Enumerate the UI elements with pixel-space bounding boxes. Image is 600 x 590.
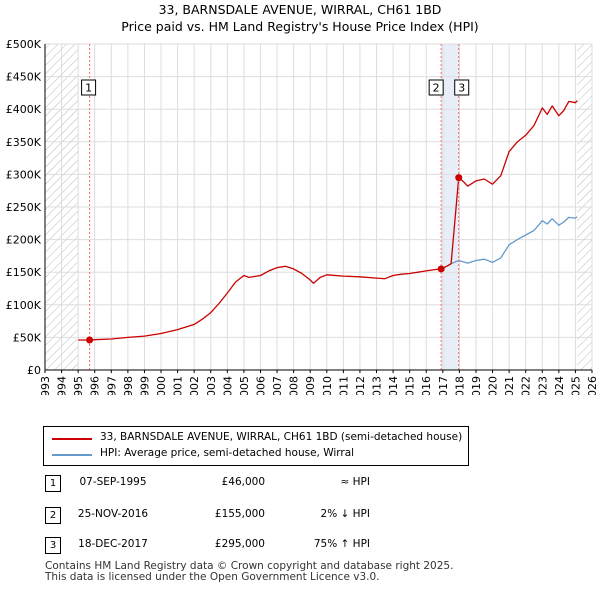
hpi-series-line bbox=[440, 216, 578, 270]
x-tick-label: 2019 bbox=[470, 376, 483, 395]
x-tick-label: 2017 bbox=[437, 376, 450, 395]
y-tick-label: £200K bbox=[6, 234, 42, 247]
legend-label-property: 33, BARNSDALE AVENUE, WIRRAL, CH61 1BD (… bbox=[100, 431, 463, 443]
property-series-line bbox=[78, 100, 578, 341]
sale-price: £295,000 bbox=[214, 538, 265, 550]
x-tick-label: 2022 bbox=[520, 376, 533, 395]
x-tick-label: 1999 bbox=[138, 376, 151, 395]
x-tick-label: 2007 bbox=[271, 376, 284, 395]
x-tick-label: 2001 bbox=[172, 376, 185, 395]
y-tick-label: £50K bbox=[13, 331, 42, 344]
x-tick-label: 2020 bbox=[487, 376, 500, 395]
sale-row: 1 07-SEP-1995 £46,000 ≈ HPI bbox=[45, 475, 600, 492]
sale-number-badge: 1 bbox=[45, 475, 61, 492]
y-tick-label: £400K bbox=[6, 103, 42, 116]
x-tick-label: 2026 bbox=[586, 376, 599, 395]
x-tick-label: 2023 bbox=[536, 376, 549, 395]
x-tick-label: 2021 bbox=[503, 376, 516, 395]
sale-row: 3 18-DEC-2017 £295,000 75% ↑ HPI bbox=[45, 537, 600, 554]
sale-hpi-comparison: 75% ↑ HPI bbox=[313, 538, 370, 550]
x-tick-label: 2018 bbox=[453, 376, 466, 395]
sale-point bbox=[86, 336, 94, 344]
price-chart: 1 2 3 £0 £50K £100K £150K £200K £250K £300K £350K… bbox=[6, 38, 599, 395]
x-tick-label: 2015 bbox=[404, 376, 417, 395]
legend-swatch-hpi bbox=[52, 454, 92, 456]
footer-licence: This data is licensed under the Open Gov… bbox=[45, 571, 380, 583]
x-tick-label: 1994 bbox=[56, 376, 69, 395]
x-tick-label: 2006 bbox=[254, 376, 267, 395]
sale-label: 1 bbox=[85, 82, 92, 95]
sale-label-box bbox=[454, 79, 470, 96]
x-tick-label: 1997 bbox=[105, 376, 118, 395]
y-tick-label: £350K bbox=[6, 136, 42, 149]
sale-label-box bbox=[81, 79, 97, 96]
sale-point bbox=[437, 265, 445, 273]
sale-row: 2 25-NOV-2016 £155,000 2% ↓ HPI bbox=[45, 507, 600, 524]
sale-date: 18-DEC-2017 bbox=[78, 538, 148, 550]
sale-point bbox=[455, 174, 463, 182]
x-tick-label: 1993 bbox=[39, 376, 52, 395]
x-tick-label: 2008 bbox=[288, 376, 301, 395]
sale-number-badge: 2 bbox=[45, 507, 61, 524]
x-tick-label: 2013 bbox=[371, 376, 384, 395]
sale-hpi-comparison: ≈ HPI bbox=[340, 476, 370, 488]
x-tick-label: 2010 bbox=[321, 376, 334, 395]
sale-number-badge: 3 bbox=[45, 537, 61, 554]
x-tick-label: 2012 bbox=[354, 376, 367, 395]
x-tick-label: 2024 bbox=[553, 376, 566, 395]
sale-label: 2 bbox=[433, 82, 440, 95]
x-tick-label: 1995 bbox=[72, 376, 85, 395]
footer-copyright: Contains HM Land Registry data © Crown c… bbox=[45, 560, 454, 572]
y-tick-label: £150K bbox=[6, 266, 42, 279]
y-tick-label: £450K bbox=[6, 71, 42, 84]
x-tick-label: 2000 bbox=[155, 376, 168, 395]
y-tick-label: £0 bbox=[27, 364, 41, 377]
x-tick-label: 2016 bbox=[420, 376, 433, 395]
x-tick-label: 2025 bbox=[569, 376, 582, 395]
y-tick-label: £100K bbox=[6, 299, 42, 312]
y-tick-label: £300K bbox=[6, 168, 42, 181]
y-tick-label: £250K bbox=[6, 201, 42, 214]
sale-price: £155,000 bbox=[214, 508, 265, 520]
sale-label-box bbox=[428, 79, 444, 96]
legend: 33, BARNSDALE AVENUE, WIRRAL, CH61 1BD (… bbox=[43, 426, 469, 466]
x-tick-label: 2002 bbox=[188, 376, 201, 395]
sale-price: £46,000 bbox=[221, 476, 265, 488]
chart-title: 33, BARNSDALE AVENUE, WIRRAL, CH61 1BD bbox=[158, 2, 442, 17]
sale-date: 25-NOV-2016 bbox=[77, 508, 149, 520]
x-tick-label: 2004 bbox=[221, 376, 234, 395]
sale-label: 3 bbox=[458, 82, 465, 95]
x-tick-label: 2003 bbox=[205, 376, 218, 395]
x-tick-label: 2009 bbox=[304, 376, 317, 395]
chart-subtitle: Price paid vs. HM Land Registry's House … bbox=[121, 19, 479, 34]
y-tick-label: £500K bbox=[6, 38, 42, 51]
legend-swatch-property bbox=[52, 438, 92, 440]
legend-label-hpi: HPI: Average price, semi-detached house,… bbox=[100, 447, 355, 459]
x-tick-label: 2005 bbox=[238, 376, 251, 395]
sale-hpi-comparison: 2% ↓ HPI bbox=[320, 508, 370, 520]
x-tick-label: 2014 bbox=[387, 376, 400, 395]
x-tick-label: 2011 bbox=[337, 376, 350, 395]
legend-item-hpi: HPI: Average price, semi-detached house,… bbox=[44, 447, 468, 463]
legend-item-property: 33, BARNSDALE AVENUE, WIRRAL, CH61 1BD (… bbox=[44, 431, 468, 447]
sale-date: 07-SEP-1995 bbox=[79, 476, 147, 488]
x-tick-label: 1998 bbox=[122, 376, 135, 395]
x-tick-label: 1996 bbox=[89, 376, 102, 395]
